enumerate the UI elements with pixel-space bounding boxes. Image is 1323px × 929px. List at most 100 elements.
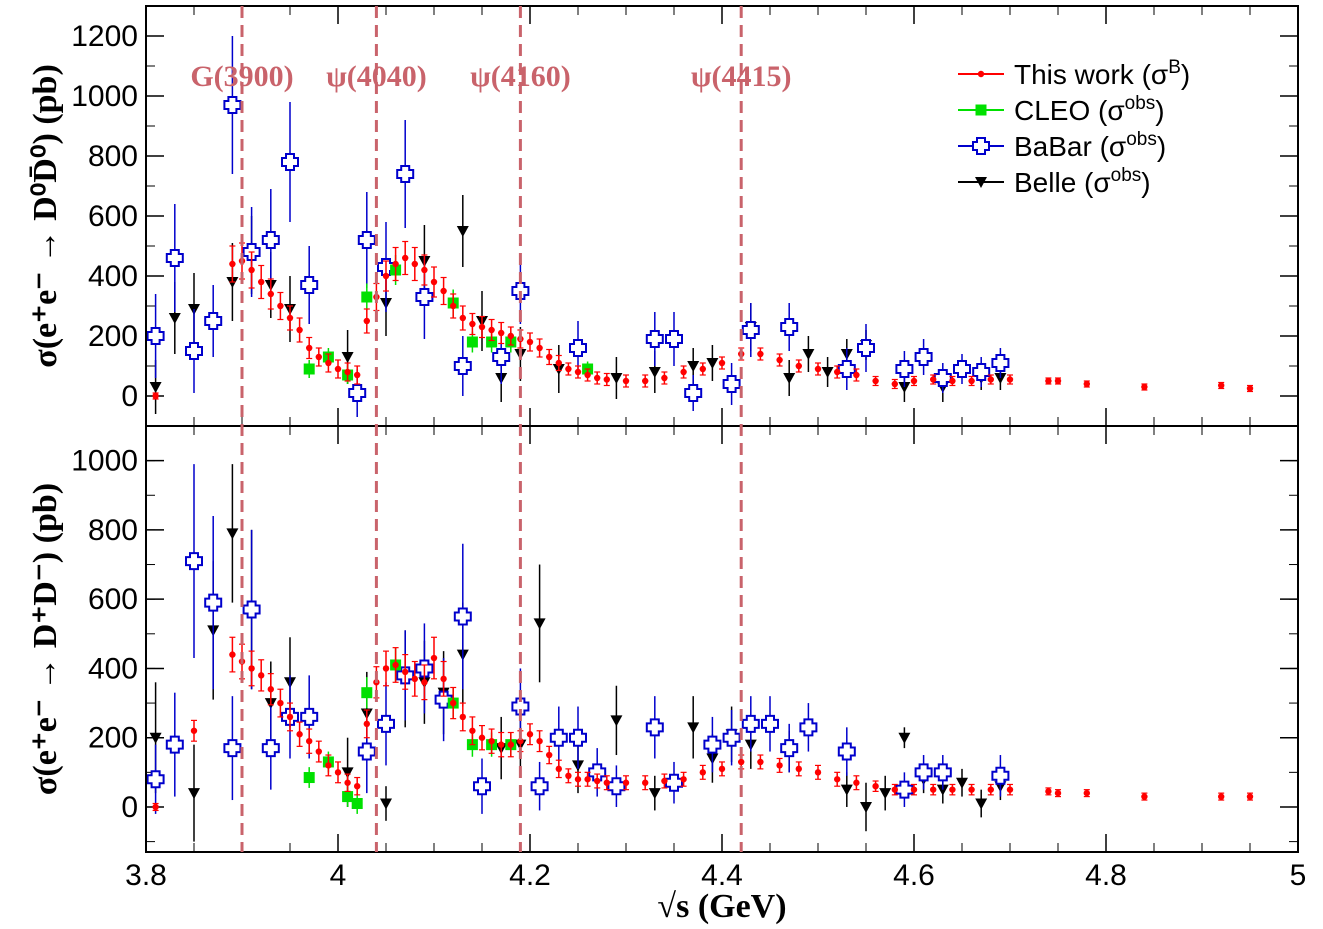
data-point (277, 688, 284, 718)
this-work-point (574, 368, 582, 376)
data-point (799, 703, 818, 752)
y-tick-label: 400 (88, 260, 138, 293)
data-point (687, 696, 700, 759)
data-point (450, 686, 457, 720)
this-work-point (421, 679, 428, 686)
belle-point (936, 784, 949, 796)
data-point (296, 721, 303, 747)
babar-point (434, 690, 453, 709)
data-point (968, 375, 975, 387)
this-work-point (325, 762, 332, 769)
data-point (642, 374, 649, 388)
belle-point (898, 382, 911, 393)
this-work-point (152, 392, 159, 400)
this-work-point (267, 686, 274, 693)
frame (145, 5, 1299, 853)
this-work-point (488, 326, 495, 334)
data-point (1141, 383, 1148, 391)
data-point (450, 293, 457, 319)
data-point (706, 345, 719, 381)
data-point (665, 761, 683, 804)
data-point (165, 204, 184, 312)
data-point (565, 362, 572, 376)
data-point (661, 371, 668, 385)
data-point (185, 309, 203, 393)
babar-point (799, 718, 818, 737)
data-point (741, 303, 760, 357)
data-point (473, 758, 491, 814)
data-point (498, 321, 505, 345)
y-axis-title: σ(e⁺e⁻ → D⁰D̄⁰) (pb) (27, 64, 64, 368)
this-work-point (258, 672, 265, 679)
data-point (546, 348, 553, 366)
this-work-point (488, 737, 495, 745)
belle-point (341, 352, 354, 363)
y-tick-label: 0 (121, 791, 138, 824)
data-point (895, 351, 914, 387)
babar-point (761, 714, 779, 733)
data-point (722, 710, 741, 766)
data-point (860, 782, 872, 832)
belle-point (879, 788, 892, 800)
belle-point (168, 313, 181, 324)
data-point (933, 755, 952, 790)
belle-point (226, 528, 239, 540)
data-point (286, 702, 294, 732)
y-axis: 0 200 400 600 800 1000 (71, 425, 1298, 843)
legend-entry: Belle (σobs) (958, 165, 1151, 198)
data-point (421, 664, 428, 701)
data-point (277, 291, 284, 321)
data-point (459, 305, 466, 331)
data-point (661, 773, 668, 789)
legend-entry: CLEO (σobs) (958, 93, 1165, 126)
data-point (574, 771, 582, 787)
x-tick-label: 4.6 (893, 859, 935, 892)
this-work-point (344, 368, 351, 376)
babar-point (165, 249, 184, 267)
this-work-point (555, 359, 562, 367)
data-point (303, 360, 315, 378)
data-point (380, 786, 392, 821)
this-work-point (834, 368, 841, 376)
this-work-point (267, 290, 274, 298)
data-point (834, 771, 841, 787)
this-work-point (622, 779, 630, 786)
belle-point (687, 361, 700, 372)
data-point (1045, 787, 1052, 796)
data-point (204, 516, 223, 690)
babar-point (837, 360, 856, 378)
legend: This work (σB)CLEO (σobs)BaBar (σobs)Bel… (958, 57, 1190, 198)
babar-point (933, 369, 952, 387)
belle-point (994, 373, 1007, 384)
this-work-point (440, 287, 447, 295)
data-point (968, 783, 975, 796)
this-work-point (411, 675, 418, 683)
data-point (530, 761, 549, 811)
this-work-point (891, 786, 898, 793)
belle-point (802, 349, 815, 360)
data-point (344, 362, 351, 382)
data-point (351, 793, 363, 814)
x-tick-label: 4.2 (509, 859, 551, 892)
this-work-point (872, 377, 879, 385)
this-work-point (699, 769, 706, 776)
data-point (555, 759, 562, 779)
data-point (584, 771, 591, 787)
data-point (680, 365, 687, 379)
this-work-point (315, 353, 322, 361)
babar-point (607, 777, 626, 796)
data-point (526, 723, 534, 746)
belle-point (610, 715, 623, 727)
data-point (315, 347, 322, 367)
data-point (879, 775, 892, 811)
babar-point (953, 360, 971, 378)
data-point (267, 278, 274, 310)
belle-point (149, 382, 162, 393)
data-point (185, 464, 203, 659)
data-point (837, 348, 856, 390)
this-work-point (526, 731, 534, 738)
babar-point (722, 728, 741, 747)
this-work-point (795, 362, 802, 370)
